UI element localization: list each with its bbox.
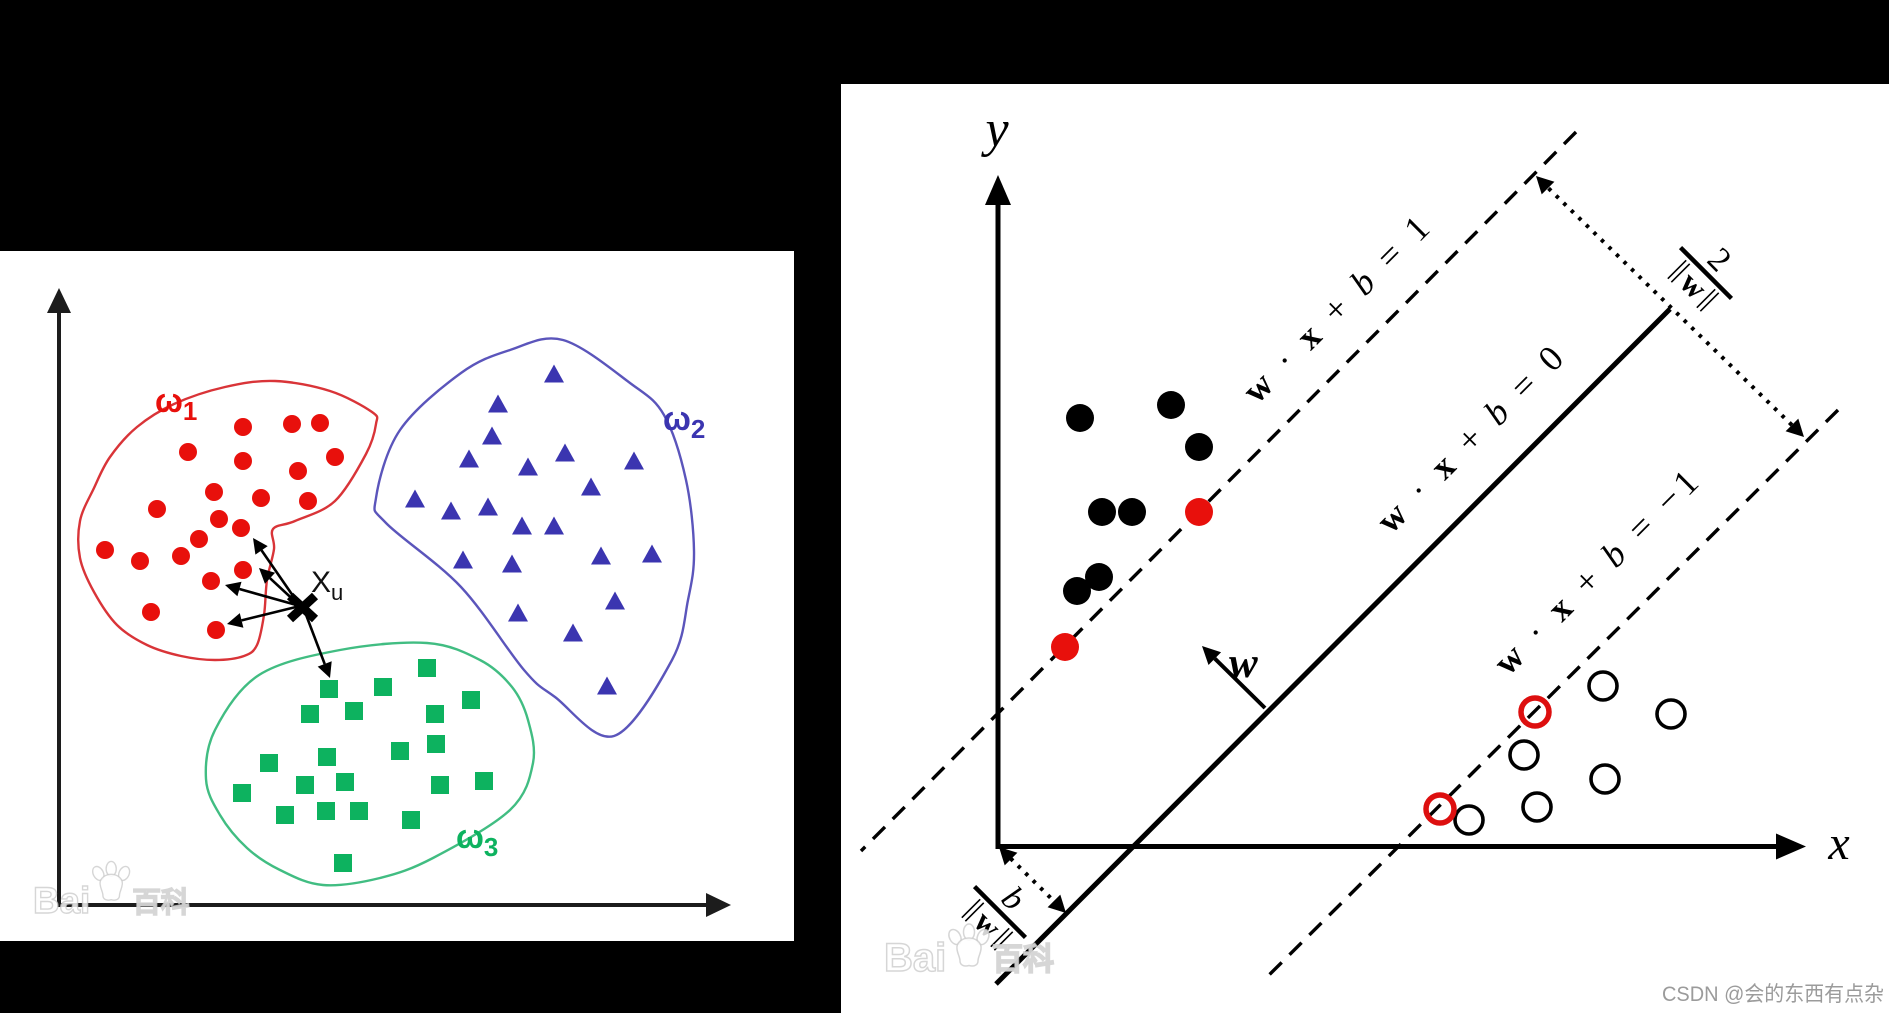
svg-text:Bai: Bai bbox=[33, 880, 90, 921]
svg-text:CSDN @会的东西有点杂: CSDN @会的东西有点杂 bbox=[1662, 983, 1884, 1006]
svg-text:ω3: ω3 bbox=[456, 818, 498, 862]
svg-text:x: x bbox=[1827, 817, 1849, 870]
svg-text:Bai: Bai bbox=[884, 936, 946, 980]
svg-text:百科: 百科 bbox=[132, 887, 190, 919]
svg-text:y: y bbox=[980, 101, 1009, 158]
svg-text:w: w bbox=[1229, 640, 1258, 687]
svg-text:百科: 百科 bbox=[992, 942, 1054, 977]
